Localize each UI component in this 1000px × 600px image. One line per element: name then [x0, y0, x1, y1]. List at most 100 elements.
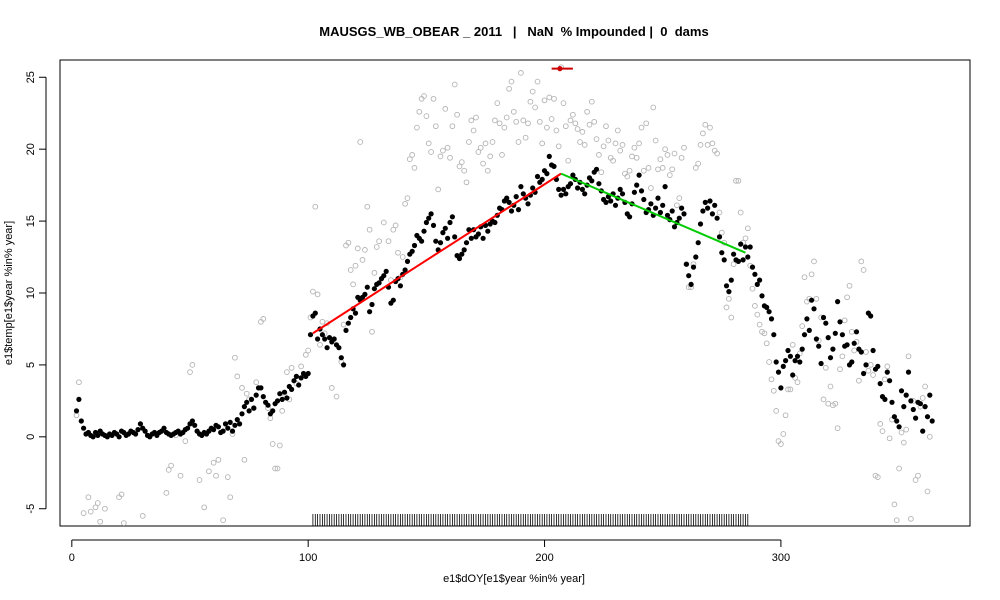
background-point: [76, 379, 82, 386]
background-point: [347, 267, 354, 273]
background-point: [856, 377, 862, 384]
background-point: [716, 209, 723, 216]
background-point: [85, 494, 92, 501]
background-point: [508, 78, 515, 85]
background-point: [596, 152, 602, 158]
y-tick-label: 10: [25, 287, 37, 299]
observed-point: [596, 181, 602, 187]
background-point: [489, 139, 496, 145]
background-point: [357, 139, 364, 145]
background-point: [354, 245, 361, 252]
background-point: [768, 376, 775, 383]
observed-point: [277, 391, 283, 397]
observed-point: [530, 185, 536, 191]
observed-point: [468, 235, 474, 241]
background-point: [844, 294, 850, 301]
background-point: [619, 142, 626, 148]
background-point: [499, 152, 505, 158]
observed-point: [381, 273, 387, 279]
observed-point: [241, 404, 247, 410]
background-point: [402, 200, 408, 207]
background-point: [182, 438, 189, 444]
observed-point: [137, 421, 143, 427]
observed-point: [627, 214, 633, 220]
x-tick-label: 0: [69, 552, 75, 564]
background-point: [522, 134, 529, 141]
background-point: [362, 247, 368, 253]
observed-point: [742, 244, 749, 250]
background-point: [406, 156, 413, 163]
observed-point: [485, 228, 491, 234]
observed-point: [116, 434, 122, 440]
observed-point: [775, 369, 782, 375]
observed-point: [296, 382, 302, 388]
background-point: [778, 441, 784, 447]
background-point: [617, 147, 624, 154]
observed-point: [248, 396, 255, 402]
x-axis-label: e1$dOY[e1$year %in% year]: [443, 573, 585, 585]
background-point: [671, 150, 678, 157]
observed-point: [343, 327, 349, 333]
observed-point: [298, 375, 304, 381]
background-point: [560, 100, 567, 106]
observed-point: [778, 385, 784, 391]
background-point: [789, 341, 796, 348]
background-point: [513, 118, 520, 125]
observed-point: [653, 205, 659, 211]
background-point: [581, 142, 588, 148]
background-point: [664, 152, 671, 158]
background-point: [891, 501, 898, 508]
observed-point: [891, 414, 898, 420]
observed-point: [428, 211, 434, 217]
background-point: [416, 108, 423, 115]
background-point: [832, 400, 839, 407]
background-point: [834, 425, 841, 432]
observed-point: [544, 171, 550, 177]
observed-point: [270, 408, 276, 414]
background-point: [359, 257, 366, 263]
observed-point: [192, 422, 198, 428]
observed-point: [719, 250, 725, 256]
background-point: [737, 209, 744, 216]
observed-point: [709, 211, 716, 217]
observed-point: [835, 299, 841, 305]
observed-point: [820, 314, 827, 321]
observed-point: [364, 284, 370, 290]
observed-point: [515, 207, 522, 213]
background-point: [903, 426, 910, 433]
background-point: [409, 152, 416, 158]
background-point: [645, 165, 652, 171]
fit-lines: [312, 172, 746, 335]
observed-point: [690, 264, 697, 270]
observed-point: [589, 178, 595, 184]
background-point: [529, 88, 536, 95]
observed-point: [426, 215, 432, 221]
background-point: [220, 517, 226, 524]
observed-point: [853, 329, 860, 335]
rug-ticks: [312, 514, 749, 526]
background-point: [120, 520, 127, 526]
observed-point: [693, 254, 699, 260]
y-tick-label: 20: [25, 143, 37, 155]
background-point: [761, 330, 768, 337]
background-point: [425, 140, 432, 147]
background-point: [726, 295, 732, 302]
background-point: [269, 441, 276, 447]
background-point: [709, 140, 716, 147]
background-point: [870, 372, 876, 378]
observed-point: [189, 418, 195, 424]
observed-point: [721, 257, 727, 263]
observed-point: [766, 309, 772, 315]
observed-point: [771, 332, 777, 338]
background-point: [279, 408, 286, 414]
background-point: [565, 157, 572, 164]
observed-point: [731, 251, 737, 257]
background-point: [432, 123, 439, 130]
background-point: [352, 262, 359, 269]
observed-point: [225, 425, 231, 431]
background-point: [224, 474, 231, 480]
observed-point: [305, 370, 311, 377]
observed-point: [683, 261, 690, 267]
x-tick-label: 100: [299, 552, 317, 564]
background-point: [614, 127, 621, 134]
